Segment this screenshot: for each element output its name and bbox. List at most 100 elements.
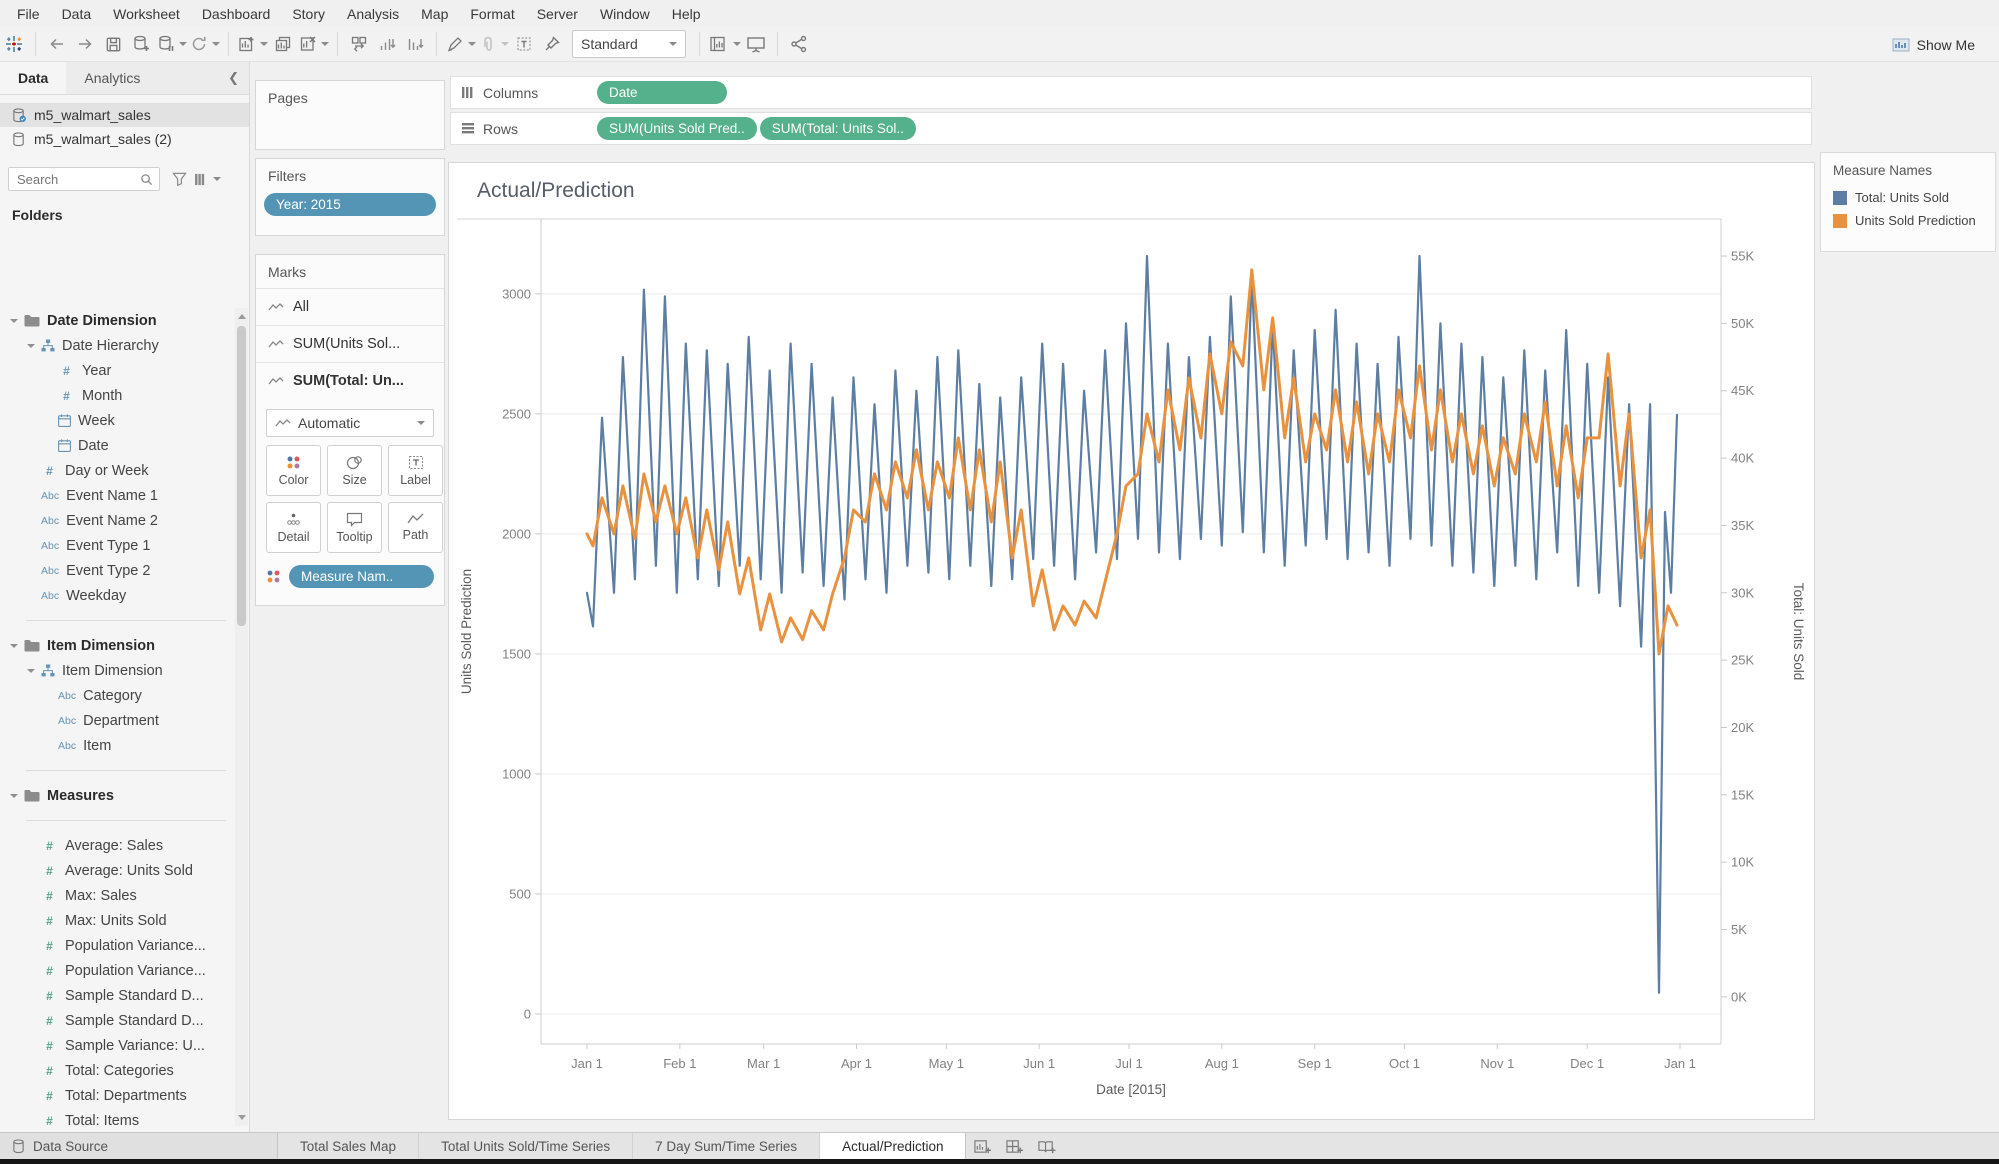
menu-worksheet[interactable]: Worksheet [102, 2, 191, 26]
field-item[interactable]: #Population Variance... [0, 933, 236, 958]
new-datasource-icon[interactable] [128, 30, 154, 58]
marks-layer[interactable]: SUM(Total: Un... [256, 362, 444, 399]
menu-analysis[interactable]: Analysis [336, 2, 410, 26]
new-worksheet-icon[interactable] [237, 30, 268, 58]
scroll-up-icon[interactable] [238, 314, 246, 319]
swap-axes-icon[interactable] [346, 30, 372, 58]
field-item[interactable]: #Max: Sales [0, 883, 236, 908]
field-item[interactable]: Date Dimension [0, 308, 236, 333]
search-input[interactable] [15, 171, 140, 188]
field-item[interactable]: Date Hierarchy [0, 333, 236, 358]
field-item[interactable]: Item Dimension [0, 633, 236, 658]
field-item[interactable]: Week [0, 408, 236, 433]
menu-format[interactable]: Format [459, 2, 525, 26]
show-me-button[interactable]: Show Me [1881, 31, 1985, 59]
run-update-icon[interactable] [189, 30, 220, 58]
sheet-tab[interactable]: Total Sales Map [278, 1133, 419, 1159]
dual-axis-line-chart[interactable]: 0500100015002000250030000K5K10K15K20K25K… [449, 163, 1814, 1119]
chevron-down-icon[interactable] [27, 344, 35, 348]
view-options-icon[interactable] [194, 165, 221, 193]
menu-window[interactable]: Window [589, 2, 661, 26]
show-mark-labels-icon[interactable] [511, 30, 537, 58]
group-members-icon[interactable] [478, 30, 509, 58]
show-hide-cards-icon[interactable] [708, 30, 741, 58]
scrollbar-thumb[interactable] [237, 326, 246, 626]
sheet-tab[interactable]: Actual/Prediction [820, 1133, 966, 1159]
field-item[interactable]: Date [0, 433, 236, 458]
rows-pill[interactable]: SUM(Units Sold Pred.. [597, 117, 757, 140]
series-prediction[interactable] [587, 270, 1677, 654]
pause-auto-updates-icon[interactable] [156, 30, 187, 58]
filter-fields-icon[interactable] [166, 165, 192, 193]
field-item[interactable]: #Average: Sales [0, 833, 236, 858]
tooltip-button[interactable]: Tooltip [327, 502, 382, 553]
scroll-down-icon[interactable] [238, 1115, 246, 1120]
field-item[interactable]: #Total: Departments [0, 1083, 236, 1108]
field-item[interactable]: #Total: Categories [0, 1058, 236, 1083]
menu-server[interactable]: Server [526, 2, 589, 26]
field-item[interactable]: AbcEvent Name 2 [0, 508, 236, 533]
presentation-mode-icon[interactable] [743, 30, 769, 58]
rows-pill[interactable]: SUM(Total: Units Sol.. [760, 117, 916, 140]
field-item[interactable]: AbcEvent Type 1 [0, 533, 236, 558]
field-item[interactable]: Item Dimension [0, 658, 236, 683]
sort-ascending-icon[interactable] [374, 30, 400, 58]
menu-data[interactable]: Data [51, 2, 103, 26]
field-item[interactable]: #Sample Variance: U... [0, 1033, 236, 1058]
datasource-item[interactable]: >m5_walmart_sales (2) [0, 127, 249, 151]
field-item[interactable]: #Month [0, 383, 236, 408]
data-source-tab[interactable]: Data Source [0, 1133, 278, 1159]
field-item[interactable]: #Total: Items [0, 1108, 236, 1132]
sheet-tab[interactable]: Total Units Sold/Time Series [419, 1133, 633, 1159]
color-button[interactable]: Color [266, 445, 321, 496]
menu-help[interactable]: Help [661, 2, 712, 26]
series-actual[interactable] [587, 256, 1677, 993]
label-button[interactable]: Label [388, 445, 443, 496]
chevron-down-icon[interactable] [10, 794, 18, 798]
chevron-down-icon[interactable] [10, 644, 18, 648]
collapse-pane-icon[interactable]: ❮ [218, 62, 249, 94]
path-button[interactable]: Path [388, 502, 443, 553]
field-item[interactable]: #Max: Units Sold [0, 908, 236, 933]
clear-sheet-icon[interactable] [298, 30, 329, 58]
filter-pill[interactable]: Year: 2015 [264, 193, 436, 216]
marks-layer[interactable]: SUM(Units Sol... [256, 325, 444, 362]
measure-names-pill[interactable]: Measure Nam.. [289, 565, 434, 588]
highlight-icon[interactable] [445, 30, 476, 58]
detail-button[interactable]: Detail [266, 502, 321, 553]
field-item[interactable]: #Year [0, 358, 236, 383]
undo-icon[interactable] [44, 30, 70, 58]
field-item[interactable]: #Sample Standard D... [0, 1008, 236, 1033]
field-item[interactable]: #Population Variance... [0, 958, 236, 983]
sheet-tab[interactable]: 7 Day Sum/Time Series [633, 1133, 820, 1159]
menu-file[interactable]: File [6, 2, 51, 26]
tab-data[interactable]: Data [0, 62, 66, 94]
share-icon[interactable] [786, 30, 812, 58]
chevron-down-icon[interactable] [27, 669, 35, 673]
menu-map[interactable]: Map [410, 2, 459, 26]
view-mode-select[interactable]: Standard [572, 30, 686, 58]
fix-axes-icon[interactable] [539, 30, 565, 58]
legend-item[interactable]: Total: Units Sold [1821, 186, 1995, 209]
datasource-item[interactable]: m5_walmart_sales [0, 103, 249, 127]
field-item[interactable]: AbcItem [0, 733, 236, 758]
chevron-down-icon[interactable] [10, 319, 18, 323]
field-item[interactable]: AbcDepartment [0, 708, 236, 733]
columns-pill[interactable]: Date [597, 81, 727, 104]
mark-type-select[interactable]: Automatic [266, 409, 434, 437]
size-button[interactable]: Size [327, 445, 382, 496]
new-story-button[interactable] [1030, 1133, 1062, 1159]
field-item[interactable]: AbcEvent Name 1 [0, 483, 236, 508]
menu-dashboard[interactable]: Dashboard [191, 2, 282, 26]
field-item[interactable]: AbcWeekday [0, 583, 236, 608]
new-worksheet-button[interactable] [966, 1133, 998, 1159]
menu-story[interactable]: Story [281, 2, 336, 26]
sort-descending-icon[interactable] [402, 30, 428, 58]
duplicate-sheet-icon[interactable] [270, 30, 296, 58]
tab-analytics[interactable]: Analytics [66, 62, 158, 94]
field-item[interactable]: #Sample Standard D... [0, 983, 236, 1008]
legend-item[interactable]: Units Sold Prediction [1821, 209, 1995, 232]
redo-icon[interactable] [72, 30, 98, 58]
field-item[interactable]: AbcCategory [0, 683, 236, 708]
tree-scrollbar[interactable] [235, 308, 248, 1126]
